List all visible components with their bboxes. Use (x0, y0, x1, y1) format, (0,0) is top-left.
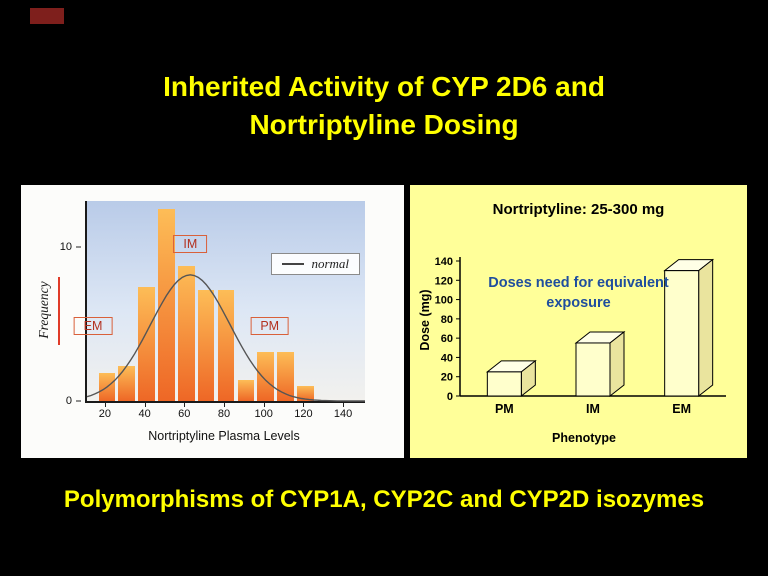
slide-title: Inherited Activity of CYP 2D6 and Nortri… (0, 68, 768, 144)
slide-title-line1: Inherited Activity of CYP 2D6 and (163, 71, 605, 102)
dose-category-label: PM (495, 402, 514, 416)
y-axis-tick-label: 0 (65, 395, 72, 407)
dose-y-tick-label: 0 (447, 391, 453, 403)
dose-x-axis-label: Phenotype (552, 431, 616, 445)
histogram-bar (177, 265, 195, 401)
bar-side-face (698, 258, 714, 398)
bar-front-face (575, 342, 611, 397)
dose-y-tick-label: 140 (435, 256, 453, 268)
footer-text: Polymorphisms of CYP1A, CYP2C and CYP2D … (63, 486, 705, 513)
histogram-bar (197, 290, 215, 401)
histogram-bar (257, 351, 275, 401)
dose-y-tick-label: 40 (441, 352, 453, 364)
histogram-bar (217, 290, 235, 401)
x-axis-tick (104, 403, 106, 407)
dose-y-tick-label: 60 (441, 333, 453, 345)
legend-line-sample (282, 263, 305, 265)
bar-side-face (609, 330, 625, 398)
bar-front-face (486, 371, 522, 397)
phenotype-box-em: EM (73, 316, 113, 335)
dose-y-tick-label: 80 (441, 314, 453, 326)
x-axis-tick (184, 403, 186, 407)
histogram-bar (297, 385, 314, 401)
dose-y-tick-label: 20 (441, 372, 453, 384)
histogram-y-axis-label: Frequency (36, 281, 51, 339)
frequency-axis-accent-line (58, 277, 60, 345)
x-axis-tick-label: 140 (333, 408, 353, 420)
histogram-bar (237, 379, 255, 401)
histogram-plot-area: normal EM IM PM (73, 201, 365, 403)
x-axis-tick (224, 403, 225, 407)
dose-bar-chart: 0 20 40 60 80 100 120 140 PM IM EM (435, 256, 726, 416)
legend-label: normal (311, 256, 349, 271)
normal-curve (86, 274, 365, 402)
histogram-bar (277, 351, 294, 401)
dose-category-label: IM (586, 402, 600, 416)
bar-front-face (664, 270, 700, 397)
histogram-bar (138, 287, 155, 401)
y-axis-tick (76, 246, 81, 248)
histogram-x-ticks: 20 40 60 80 100 120 140 (85, 403, 363, 421)
x-axis-tick (343, 403, 345, 407)
dose-chart-panel: Nortriptyline: 25-300 mg Dose (mg) 0 20 40… (410, 185, 747, 458)
histogram-panel: Frequency 0 10 normal EM IM PM 20 40 60 80 100 1… (21, 185, 404, 458)
y-axis-tick (76, 400, 81, 402)
histogram-legend: normal (271, 253, 360, 275)
charts-row: Frequency 0 10 normal EM IM PM 20 40 60 80 100 1… (21, 185, 747, 458)
y-axis-tick-label: 10 (59, 241, 72, 254)
phenotype-box-im: IM (173, 235, 208, 254)
dose-y-tick-label: 120 (435, 275, 453, 287)
x-axis-tick (144, 403, 146, 407)
slide-title-line2: Nortriptyline Dosing (249, 108, 519, 140)
dose-chart-title: Nortriptyline: 25-300 mg (492, 201, 665, 218)
x-axis-tick (303, 403, 305, 407)
x-axis-tick (263, 403, 265, 407)
phenotype-box-pm: PM (250, 316, 290, 335)
histogram-x-axis-label: Nortriptyline Plasma Levels (148, 429, 300, 443)
histogram-bar (158, 208, 175, 401)
x-axis-tick-label: 20 (98, 408, 112, 420)
x-axis-tick-label: 80 (217, 408, 231, 420)
x-axis-tick-label: 120 (294, 408, 313, 420)
x-axis-tick-label: 60 (178, 408, 191, 420)
x-axis-tick-label: 100 (254, 408, 273, 420)
dose-y-tick-label: 100 (435, 295, 453, 307)
dose-category-label: EM (672, 402, 691, 416)
slide-accent-rect (30, 8, 64, 24)
dose-y-axis-label: Dose (mg) (418, 289, 432, 351)
normal-curve-line (86, 274, 365, 402)
x-axis-tick-label: 40 (138, 408, 151, 420)
histogram-bar (118, 365, 136, 401)
dose-annotation: Doses need for equivalent exposure (488, 275, 669, 312)
histogram-y-ticks: 0 10 (57, 201, 81, 407)
